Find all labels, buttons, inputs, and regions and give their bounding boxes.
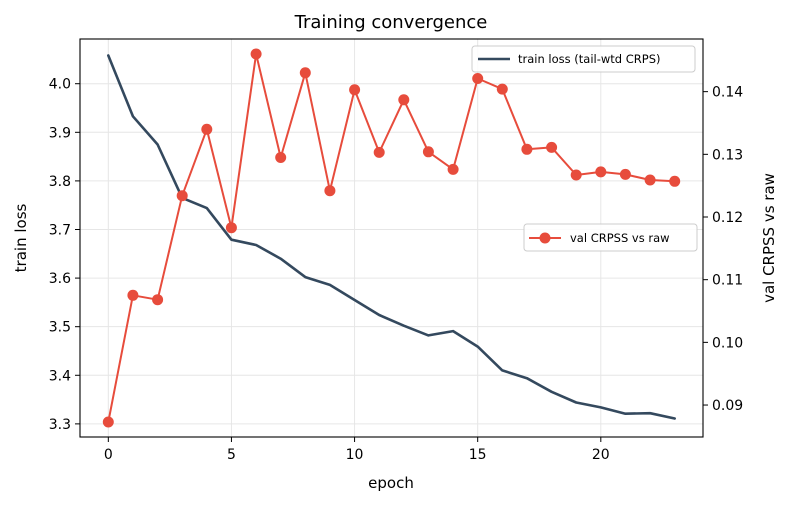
legend-label-train-loss: train loss (tail-wtd CRPS) [518,52,661,66]
chart-title: Training convergence [294,12,488,33]
x-tick-label: 5 [227,447,236,463]
y-tick-label: 3.6 [49,271,71,287]
data-point-val-crpss [275,152,287,163]
data-point-val-crpss [373,146,385,158]
y-tick-label: 4.0 [49,77,71,93]
data-point-val-crpss [595,166,607,178]
data-point-val-crpss [299,67,311,79]
data-point-val-crpss [422,146,434,158]
y-tick-label: 3.8 [49,174,71,190]
data-point-val-crpss [447,163,459,175]
y-tick-label: 3.5 [49,320,71,336]
y-tick-label: 3.9 [49,125,71,141]
y2-tick-label: 0.12 [712,210,743,226]
x-axis-label: epoch [368,474,414,492]
series-lines [102,48,681,428]
y-tick-label: 3.3 [49,417,71,433]
data-point-val-crpss [102,416,114,428]
y2-tick-label: 0.10 [712,335,743,351]
y-tick-label: 3.4 [49,368,71,384]
x-tick-label: 15 [469,447,487,463]
data-point-val-crpss [152,294,164,306]
y-tick-label: 3.7 [49,222,71,238]
data-point-val-crpss [250,48,262,60]
axis-ticks: 0 5 10 15 20 3.3 3.4 3.5 3.6 3.7 3.8 3.9 4.0 0.09 0.10… [49,77,744,463]
data-point-val-crpss [521,143,533,155]
y2-tick-label: 0.11 [712,273,743,289]
plot-frame [79,38,704,438]
data-point-val-crpss [619,168,631,180]
data-point-val-crpss [496,83,508,95]
data-point-val-crpss [472,73,484,84]
data-point-val-crpss [127,289,139,301]
x-tick-label: 0 [104,447,113,463]
data-point-val-crpss [324,185,336,197]
legend-box [471,45,696,73]
data-point-val-crpss [570,169,582,181]
y-axis-label: train loss [12,203,30,272]
data-point-val-crpss [546,141,558,153]
y2-tick-label: 0.09 [712,398,743,414]
data-point-val-crpss [176,190,188,202]
data-point-val-crpss [349,84,361,96]
data-point-val-crpss [644,174,656,186]
x-tick-label: 10 [346,447,364,463]
y2-axis-label: val CRPSS vs raw [760,173,778,303]
legend-val-crpss: val CRPSS vs raw [523,223,698,252]
legend-label-val-crpss: val CRPSS vs raw [570,231,670,245]
series-line-train-loss [107,54,677,420]
data-point-val-crpss [669,175,681,187]
y2-tick-label: 0.14 [712,85,743,101]
legend-marker-swatch [539,232,551,244]
y2-tick-label: 0.13 [712,147,743,163]
data-point-val-crpss [201,123,213,135]
legend-train-loss: train loss (tail-wtd CRPS) [471,45,696,73]
x-tick-label: 20 [592,447,610,463]
data-point-val-crpss [225,222,237,234]
data-point-val-crpss [398,94,410,106]
legend-box [523,223,698,252]
